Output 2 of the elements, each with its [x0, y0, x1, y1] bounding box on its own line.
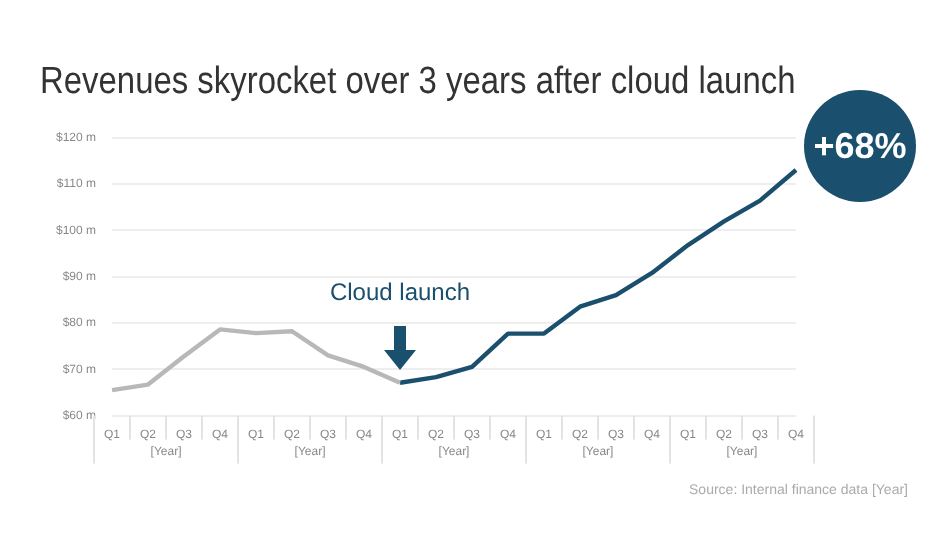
chart-title: Revenues skyrocket over 3 years after cloud launch: [40, 59, 796, 102]
annotation: Cloud launch: [327, 278, 473, 307]
